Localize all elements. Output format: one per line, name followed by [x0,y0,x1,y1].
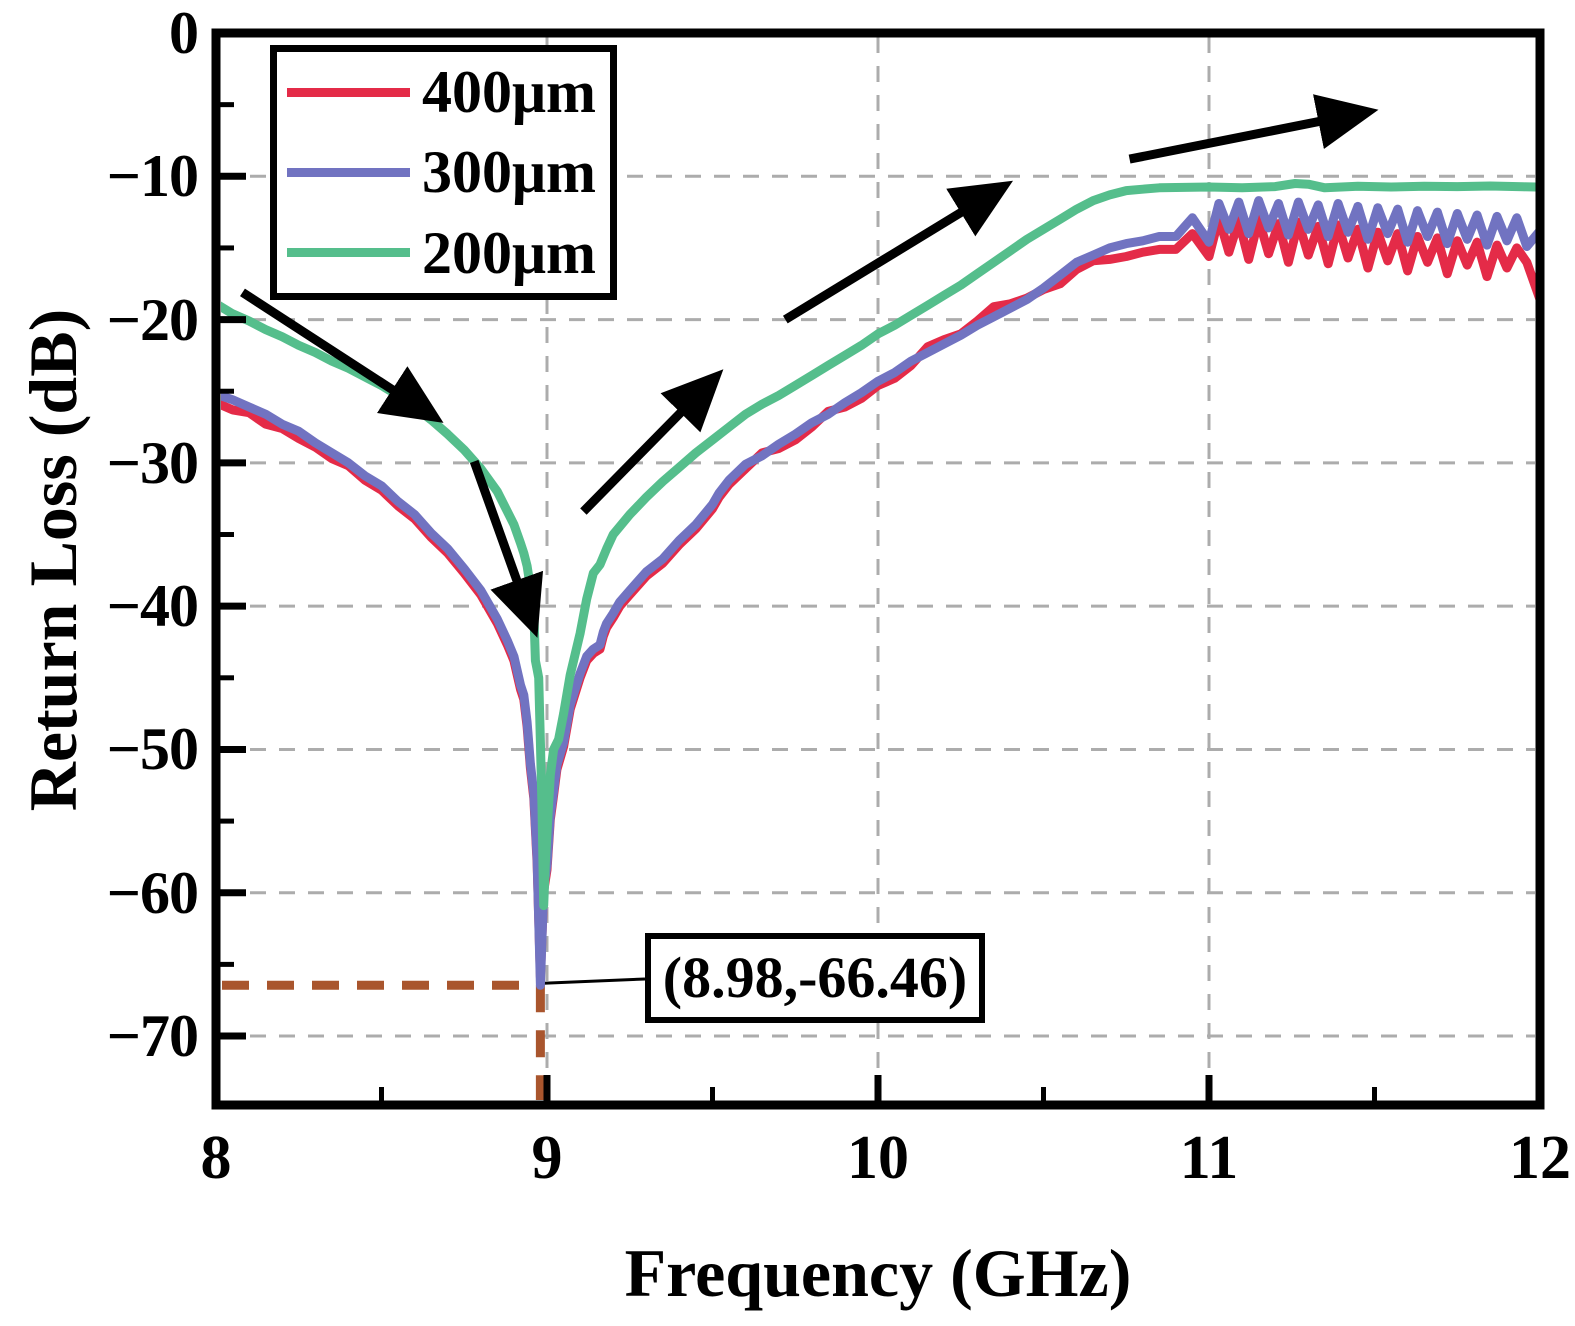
legend: 400μm 300μm 200μm [270,45,617,300]
x-axis-title: Frequency (GHz) [624,1235,1132,1311]
x-tick-label: 12 [1509,1124,1571,1192]
y-tick-label: −70 [106,1003,199,1070]
legend-line-swatch [287,248,410,258]
annotation-callout: (8.98,-66.46) [645,933,985,1023]
legend-label: 200μm [422,219,596,286]
y-tick-label: −10 [106,143,199,210]
callout-leader-line [543,977,646,985]
y-tick-label: 0 [169,0,199,66]
trend-arrow [469,459,544,638]
x-tick-label: 11 [1179,1124,1239,1192]
trend-arrow [240,288,444,423]
x-tick-label: 10 [847,1124,909,1192]
legend-entry: 200μm [277,213,610,293]
y-tick-label: −20 [106,286,199,353]
trend-arrow [580,369,724,515]
legend-label: 400μm [422,59,596,126]
trend-arrow [782,180,1014,324]
plot-border [211,28,1545,1110]
x-tick-label: 8 [200,1124,232,1192]
legend-line-swatch [287,87,410,97]
y-tick-label: −50 [106,716,199,783]
trend-arrow [1128,94,1379,164]
x-tick-label: 9 [531,1124,563,1192]
legend-entry: 300μm [277,132,610,212]
series-line-200um [221,179,1536,911]
legend-entry: 400μm [277,52,610,132]
y-tick-label: −30 [106,429,199,496]
y-tick-label: −60 [106,859,199,926]
legend-line-swatch [287,167,410,177]
series-line-300um [221,196,1536,990]
legend-label: 300μm [422,139,596,206]
y-tick-label: −40 [106,573,199,640]
